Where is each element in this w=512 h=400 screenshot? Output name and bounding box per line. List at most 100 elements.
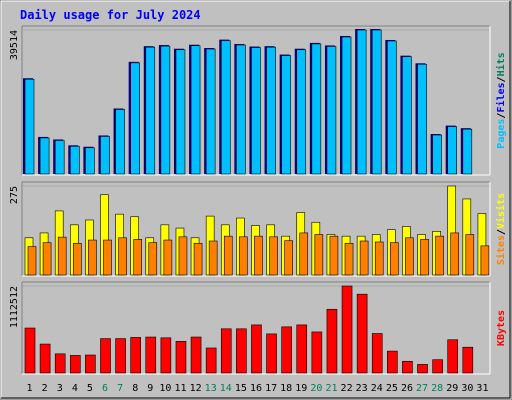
bar-pages [341,36,352,175]
bar-pages [387,40,397,175]
bar-kbytes [371,333,383,374]
bar-pages [69,146,80,175]
x-axis-labels: 1 2 3 4 5 6 7 8 9 10 11 12 13 14 15 16 17 18 19 20 21 22 23 24 2… [27,383,489,394]
bar-sites [435,235,444,276]
bar-pages [296,49,307,175]
x-tick-label: 15 [235,383,247,394]
x-tick-label: 9 [147,383,153,394]
bar-sites [359,240,369,276]
bar-sites [239,236,248,276]
x-tick-label: 1 [27,383,33,394]
bar-pages [432,134,442,175]
bar-kbytes [402,360,413,374]
bar-kbytes [220,328,232,374]
side-legend-word: KBytes [496,310,507,346]
bar-kbytes [251,324,262,374]
bar-sites [118,237,127,276]
bar-pages [311,43,322,175]
bar-sites [27,246,37,276]
side-legend-word: / [496,229,507,235]
y-max-label: 39514 [9,30,20,60]
x-tick-label: 5 [87,383,93,394]
x-tick-label: 13 [205,383,217,394]
side-legend-word: Hits [495,52,507,76]
bar-sites [42,242,52,276]
bar-sites [329,235,339,276]
bar-pages [371,29,382,175]
bar-pages [281,55,291,175]
x-tick-label: 6 [102,383,108,394]
bar-kbytes [145,336,157,374]
bar-kbytes [326,308,338,374]
bar-kbytes [100,338,111,374]
x-tick-label: 24 [371,383,383,394]
panel-visits-sites: 275 Sites/Visits [9,181,507,277]
x-tick-label: 14 [220,383,232,394]
chart-title: Daily usage for July 2024 [20,8,201,22]
x-tick-label: 17 [265,383,277,394]
bar-pages [145,46,156,175]
x-tick-label: 28 [431,383,443,394]
bar-sites [269,236,278,276]
bar-pages [326,46,337,175]
bar-sites [178,236,188,276]
bar-sites [344,242,354,276]
bar-kbytes [356,293,368,374]
y-max-label: 1112512 [9,286,20,328]
side-legend-word: Visits [495,193,507,229]
bar-pages [160,45,171,175]
bar-sites [208,240,218,276]
bar-pages [39,137,50,175]
bar-sites [299,232,309,276]
bar-sites [193,242,203,276]
x-tick-label: 22 [341,383,353,394]
bar-pages [54,140,65,175]
bar-pages [115,109,125,175]
bar-sites [390,242,399,276]
x-tick-label: 3 [57,383,63,394]
side-legend: Sites/Visits [495,193,507,265]
bar-sites [103,239,112,276]
x-tick-label: 12 [190,383,202,394]
bar-sites [72,242,82,276]
side-legend-word: / [496,113,507,119]
x-tick-label: 16 [250,383,262,394]
x-tick-label: 31 [476,383,488,394]
bar-kbytes [387,350,398,374]
side-legend-word: / [496,76,507,82]
bar-sites [88,239,97,276]
bar-kbytes [236,328,247,374]
bar-sites [254,235,263,276]
x-tick-label: 30 [461,383,473,394]
bar-kbytes [54,353,66,374]
x-tick-label: 21 [325,383,337,394]
bar-sites [374,241,384,276]
x-tick-label: 20 [310,383,322,394]
bar-sites [450,232,460,276]
x-tick-label: 10 [159,383,171,394]
bar-kbytes [296,324,308,374]
x-tick-label: 23 [356,383,368,394]
bar-kbytes [69,355,81,374]
bar-pages [130,62,140,175]
bar-kbytes [281,326,292,374]
bar-pages [447,126,458,175]
x-tick-label: 11 [174,383,186,394]
bar-pages [190,45,201,175]
side-legend: Pages/Files/Hits [495,52,507,148]
bar-kbytes [341,285,353,374]
bar-pages [402,56,412,175]
bar-pages [462,128,473,175]
bar-pages [175,49,186,175]
bar-sites [148,242,158,276]
bar-pages [266,46,276,175]
bar-kbytes [115,338,126,374]
x-tick-label: 25 [386,383,398,394]
x-tick-label: 18 [280,383,292,394]
bar-pages [85,147,95,175]
x-tick-label: 27 [416,383,428,394]
x-tick-label: 19 [295,383,307,394]
side-legend-word: Files [495,82,507,112]
y-max-label: 275 [9,186,20,204]
x-tick-label: 26 [401,383,413,394]
